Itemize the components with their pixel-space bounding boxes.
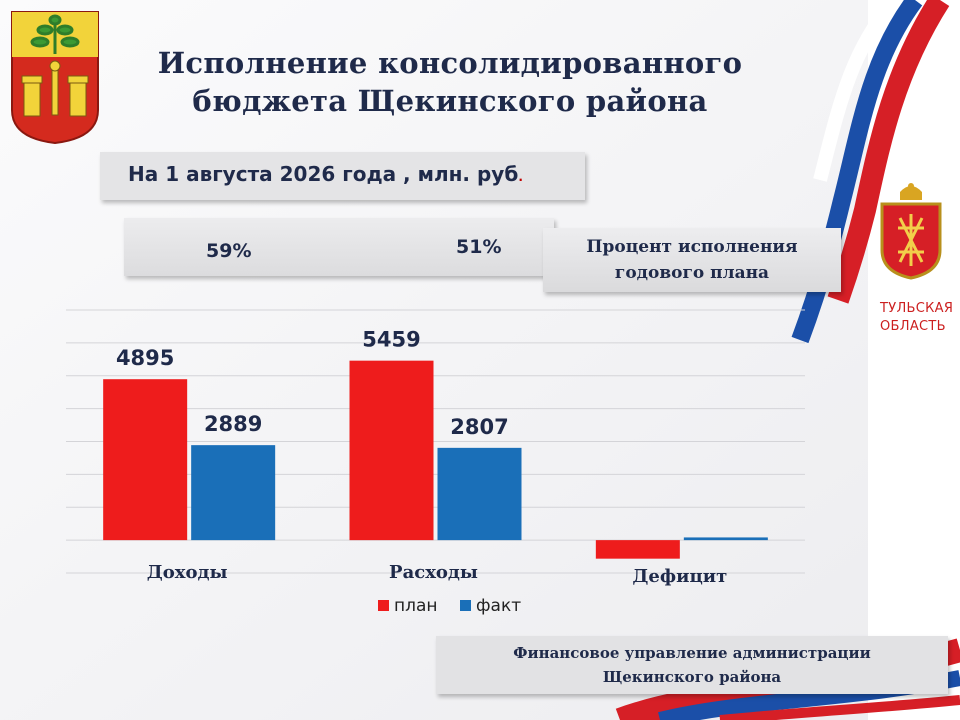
date-box: На 1 августа 2026 года , млн. руб. [100,152,585,200]
percent-expense: 51% [456,236,502,258]
region-line-2: ОБЛАСТЬ [880,319,946,334]
percent-legend-line-2: годового плана [614,263,770,283]
data-label: 2889 [204,412,262,436]
district-coat-of-arms-icon [11,11,99,145]
region-name: ТУЛЬСКАЯ ОБЛАСТЬ [880,300,960,336]
date-suffix: . [518,170,523,184]
footer-box: Финансовое управление администрации Щеки… [436,636,948,694]
percent-legend: Процент исполнения годового плана [543,228,841,292]
bar-факт-0 [191,445,276,541]
category-label: Дефицит [632,566,727,587]
data-label: 5459 [362,328,420,352]
bar-план-1 [349,360,434,541]
title-line-1: Исполнение консолидированного [157,46,743,80]
page-title: Исполнение консолидированного бюджета Ще… [120,44,780,120]
footer-line-2: Щекинского района [602,668,782,686]
region-line-1: ТУЛЬСКАЯ [880,301,954,316]
percent-band [124,218,554,276]
date-text: На 1 августа 2026 года , млн. руб [128,162,519,186]
percent-legend-line-1: Процент исполнения [586,237,798,257]
category-label: Доходы [147,562,228,583]
bar-факт-2 [683,537,768,541]
title-line-2: бюджета Щекинского района [192,84,708,118]
date-label: На 1 августа 2026 года , млн. руб. [128,162,523,186]
region-emblem-icon [880,183,942,280]
legend-swatch-план [378,600,389,611]
data-label: 4895 [116,346,174,370]
bar-факт-1 [437,447,522,541]
legend-label-факт: факт [476,596,521,616]
bar-план-0 [103,379,188,541]
bar-план-2 [595,540,680,559]
legend-swatch-факт [460,600,471,611]
legend-label-план: план [394,596,438,616]
footer-line-1: Финансовое управление администрации [513,644,871,662]
data-label: 2807 [450,415,508,439]
category-label: Расходы [389,562,478,583]
percent-income: 59% [206,240,252,262]
